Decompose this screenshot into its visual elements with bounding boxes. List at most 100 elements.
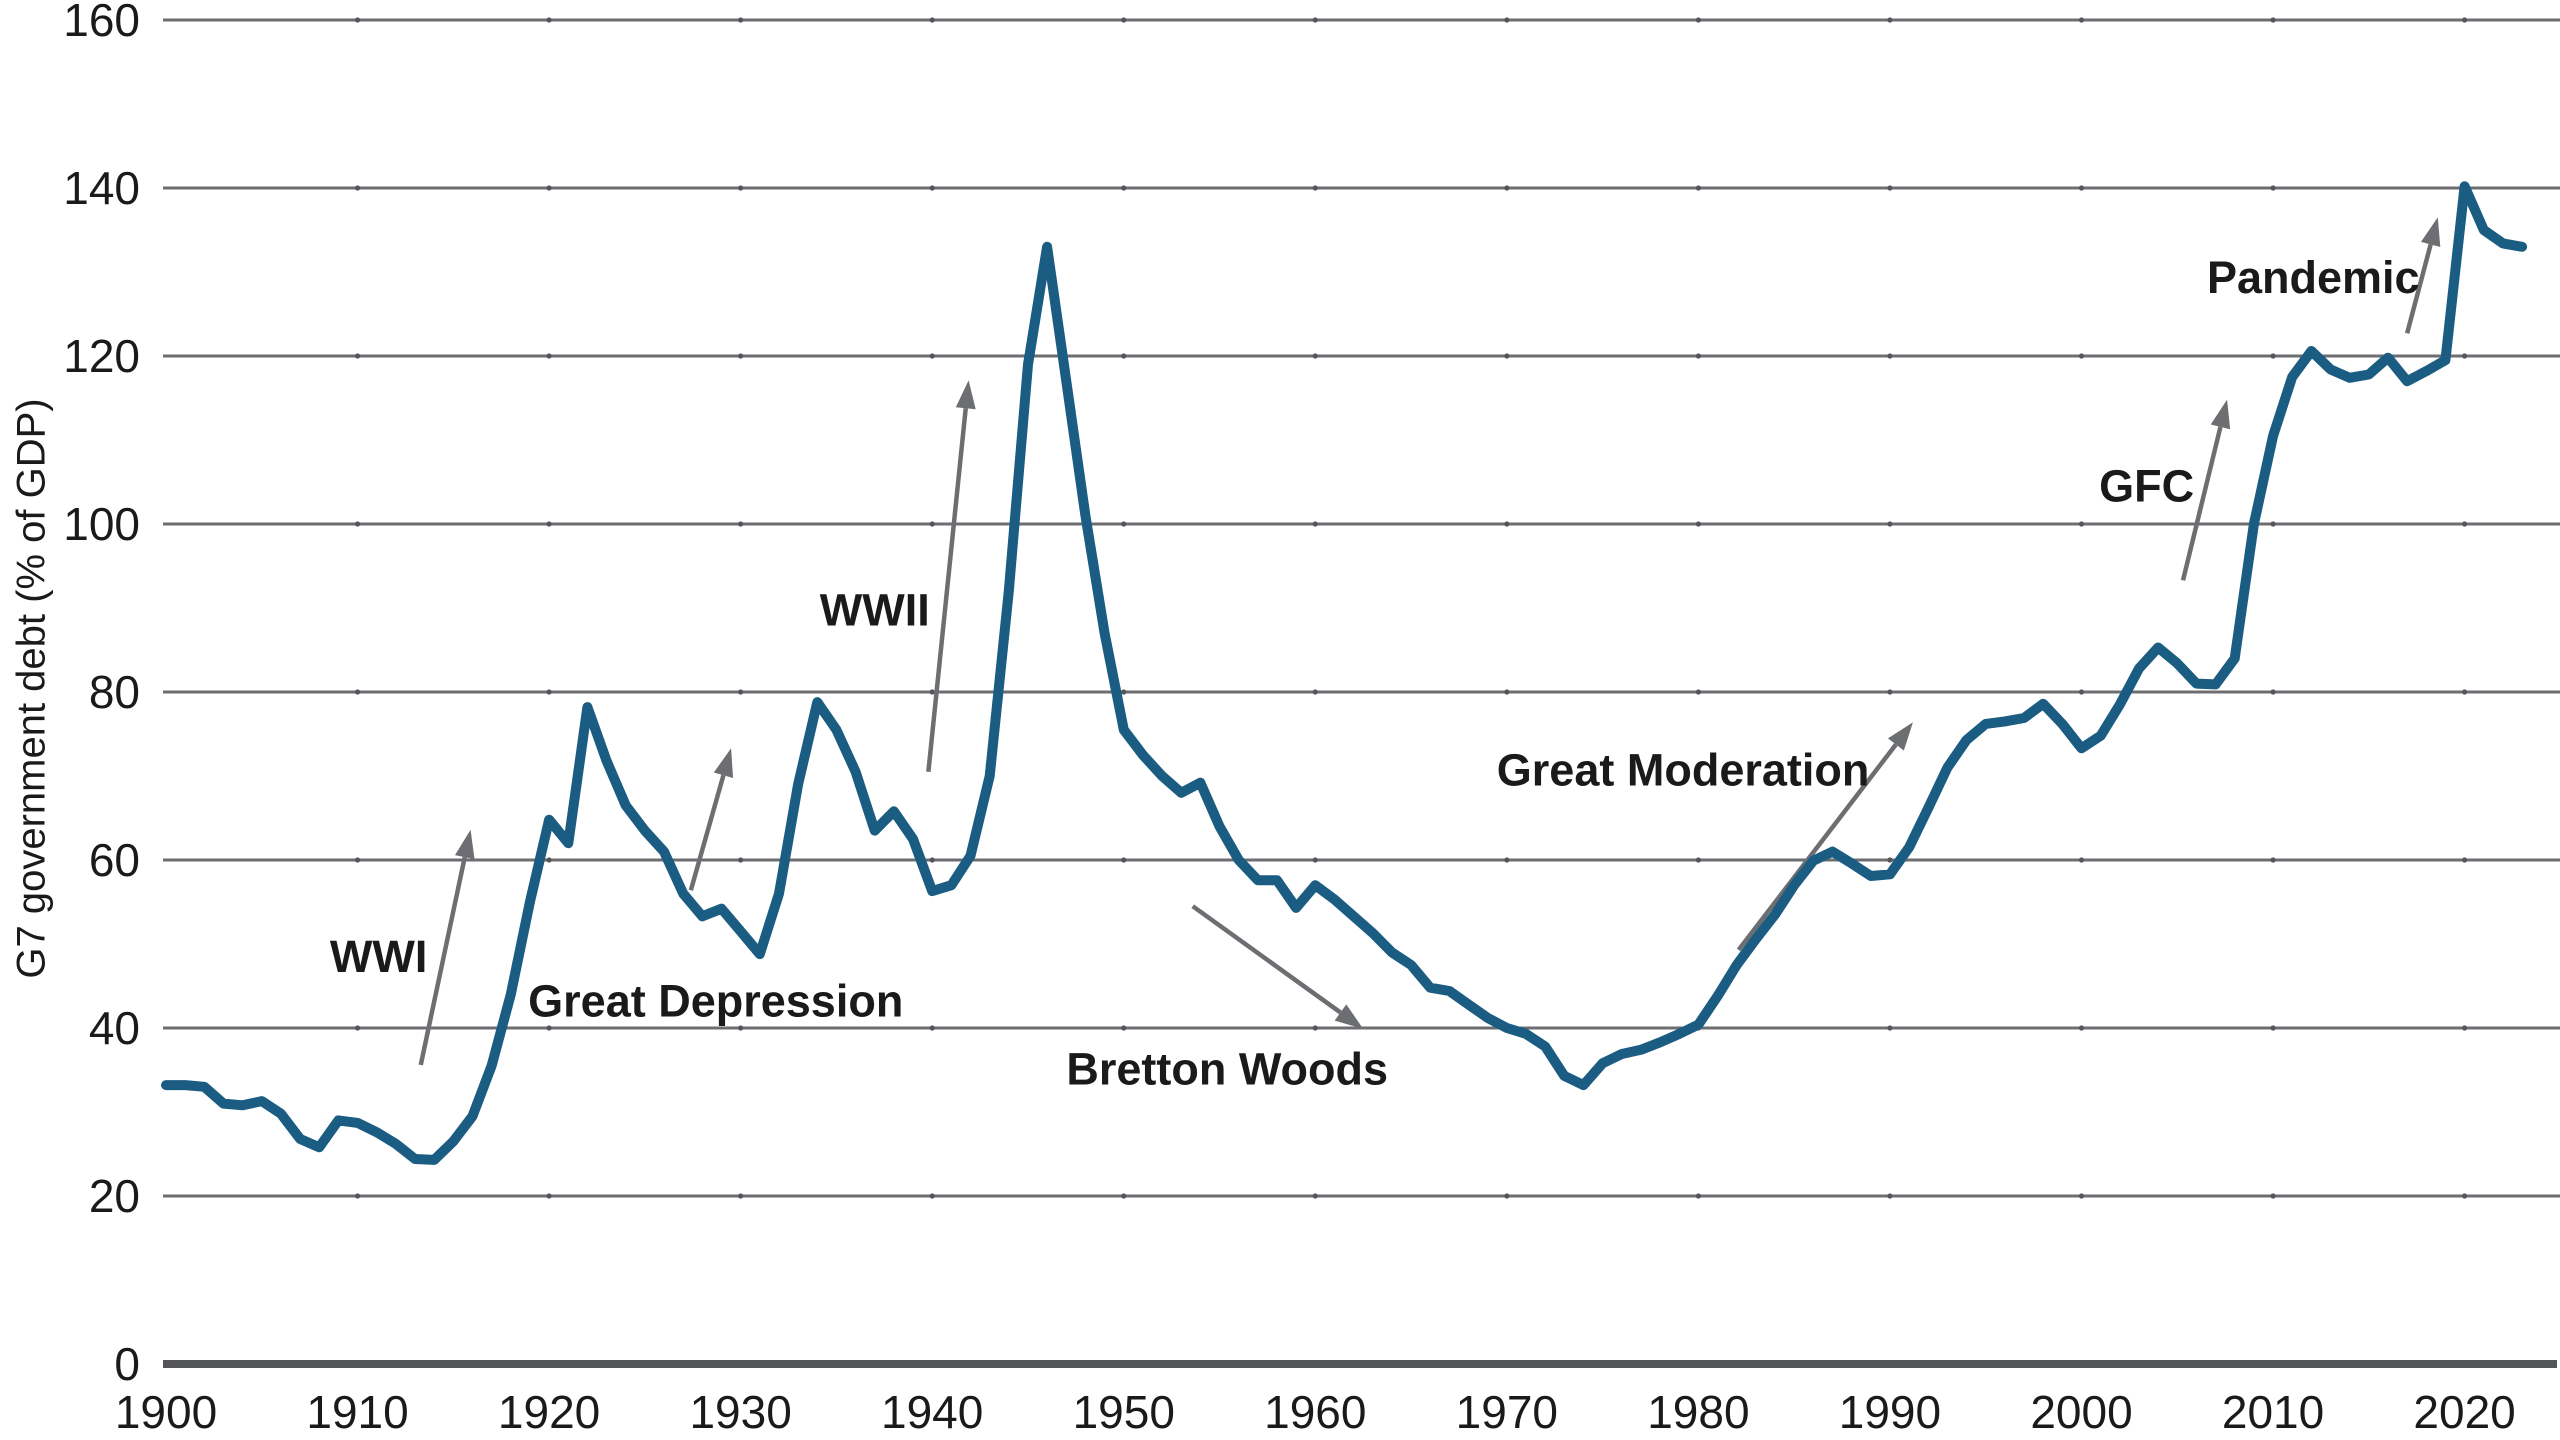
annotation-arrow-stem xyxy=(1191,904,1342,1015)
gridline-decade-tick xyxy=(2462,857,2468,863)
gridline-decade-tick xyxy=(929,689,935,695)
gridline-decade-tick xyxy=(2078,1025,2085,1031)
gridline-decade-tick xyxy=(2270,689,2276,695)
gridline-decade-tick xyxy=(1887,17,1893,23)
gridline-decade-tick xyxy=(2462,353,2468,359)
x-tick-label: 1960 xyxy=(1264,1386,1366,1438)
annotation-arrow-stem xyxy=(418,856,467,1066)
gridline-decade-tick xyxy=(2462,17,2468,23)
gridline-decade-tick xyxy=(2078,857,2085,863)
gridline-decade-tick xyxy=(2270,1193,2276,1199)
gridline-decade-tick xyxy=(546,1193,552,1199)
x-tick-label: 1940 xyxy=(881,1386,983,1438)
annotation-arrow-stem xyxy=(926,407,968,773)
gridline-decade-tick xyxy=(1121,1025,1127,1031)
annotation-label: WWII xyxy=(820,585,930,636)
gridline-decade-tick xyxy=(1695,17,1701,23)
annotation-arrow-head xyxy=(454,829,475,860)
gridline-decade-tick xyxy=(1121,353,1127,359)
gridline-decade-tick xyxy=(546,521,552,527)
annotation-label: Pandemic xyxy=(2207,252,2420,303)
gridline-decade-tick xyxy=(1121,1193,1127,1199)
gridline-decade-tick xyxy=(354,353,361,359)
gridline-decade-tick xyxy=(2462,1025,2468,1031)
y-tick-label: 140 xyxy=(63,162,140,214)
gridline-decade-tick xyxy=(1695,857,1701,863)
gridline-decade-tick xyxy=(1504,1193,1510,1199)
gridline-decade-tick xyxy=(1504,689,1510,695)
gridline-decade-tick xyxy=(1504,185,1510,191)
annotation-arrow-stem xyxy=(2180,426,2223,581)
gridline-decade-tick xyxy=(354,521,361,527)
x-tick-label: 2010 xyxy=(2222,1386,2324,1438)
gridline-decade-tick xyxy=(1887,1025,1893,1031)
gridline-decade-tick xyxy=(2270,17,2276,23)
gridline-decade-tick xyxy=(546,185,552,191)
gridline-decade-tick xyxy=(546,857,552,863)
annotation-label: Bretton Woods xyxy=(1066,1043,1388,1094)
x-tick-label: 1970 xyxy=(1456,1386,1558,1438)
gridline-decade-tick xyxy=(1887,521,1893,527)
gridline-decade-tick xyxy=(2270,353,2276,359)
gridline-decade-tick xyxy=(1312,689,1318,695)
x-tick-label: 1930 xyxy=(689,1386,791,1438)
x-tick-label: 2000 xyxy=(2030,1386,2132,1438)
y-tick-label: 20 xyxy=(89,1170,140,1222)
gridline-decade-tick xyxy=(738,1193,744,1199)
y-tick-label: 0 xyxy=(114,1338,140,1390)
gridline-decade-tick xyxy=(2270,185,2276,191)
annotation-arrow-head xyxy=(713,748,734,778)
x-tick-label: 2020 xyxy=(2413,1386,2515,1438)
gridline-decade-tick xyxy=(1695,521,1701,527)
debt-line-series xyxy=(161,181,2528,1165)
gridline-decade-tick xyxy=(2078,1193,2085,1199)
x-tick-label: 1990 xyxy=(1839,1386,1941,1438)
gridline-decade-tick xyxy=(738,521,744,527)
gridline-decade-tick xyxy=(546,689,552,695)
gridline-decade-tick xyxy=(2078,521,2085,527)
gridline-decade-tick xyxy=(929,521,935,527)
gridline-decade-tick xyxy=(2270,1025,2276,1031)
y-tick-label: 80 xyxy=(89,666,140,718)
gridline-decade-tick xyxy=(1121,521,1127,527)
gridline-decade-tick xyxy=(546,17,552,23)
gridline-decade-tick xyxy=(1312,17,1318,23)
gridline-decade-tick xyxy=(354,689,361,695)
x-tick-label: 1920 xyxy=(498,1386,600,1438)
gridline-decade-tick xyxy=(738,689,744,695)
x-tick-label: 1980 xyxy=(1647,1386,1749,1438)
gridline-decade-tick xyxy=(1312,521,1318,527)
annotation-arrow-stem xyxy=(1736,743,1898,952)
gridline-decade-tick xyxy=(2078,689,2085,695)
gridline-decade-tick xyxy=(1887,857,1893,863)
x-tick-label: 1910 xyxy=(306,1386,408,1438)
annotation-label: WWI xyxy=(330,931,427,982)
gridline-decade-tick xyxy=(2462,521,2468,527)
annotation-arrow-head xyxy=(955,380,976,410)
gridline-decade-tick xyxy=(1504,17,1510,23)
gridline-decade-tick xyxy=(1504,521,1510,527)
gridline-decade-tick xyxy=(2270,857,2276,863)
gridline-decade-tick xyxy=(1887,1193,1893,1199)
gridline-decade-tick xyxy=(546,1025,552,1031)
gridline-decade-tick xyxy=(738,1025,744,1031)
gridline-decade-tick xyxy=(929,17,935,23)
gridline-decade-tick xyxy=(354,1025,361,1031)
gridline-decade-tick xyxy=(1312,353,1318,359)
x-tick-label: 1900 xyxy=(115,1386,217,1438)
gridline-decade-tick xyxy=(1121,17,1127,23)
gridline-decade-tick xyxy=(929,353,935,359)
gridline-decade-tick xyxy=(1887,185,1893,191)
gridline-decade-tick xyxy=(738,17,744,23)
gridline-decade-tick xyxy=(738,857,744,863)
annotation-arrow-head xyxy=(2420,217,2441,248)
gridline-decade-tick xyxy=(1887,689,1893,695)
gridline-decade-tick xyxy=(2462,1193,2468,1199)
annotation-arrow-head xyxy=(1334,1004,1364,1029)
gridline-decade-tick xyxy=(1121,185,1127,191)
gridline-decade-tick xyxy=(1887,353,1893,359)
gridline-decade-tick xyxy=(1121,857,1127,863)
gridline-decade-tick xyxy=(929,1025,935,1031)
gridline-decade-tick xyxy=(2078,17,2085,23)
gridline-decade-tick xyxy=(354,185,361,191)
